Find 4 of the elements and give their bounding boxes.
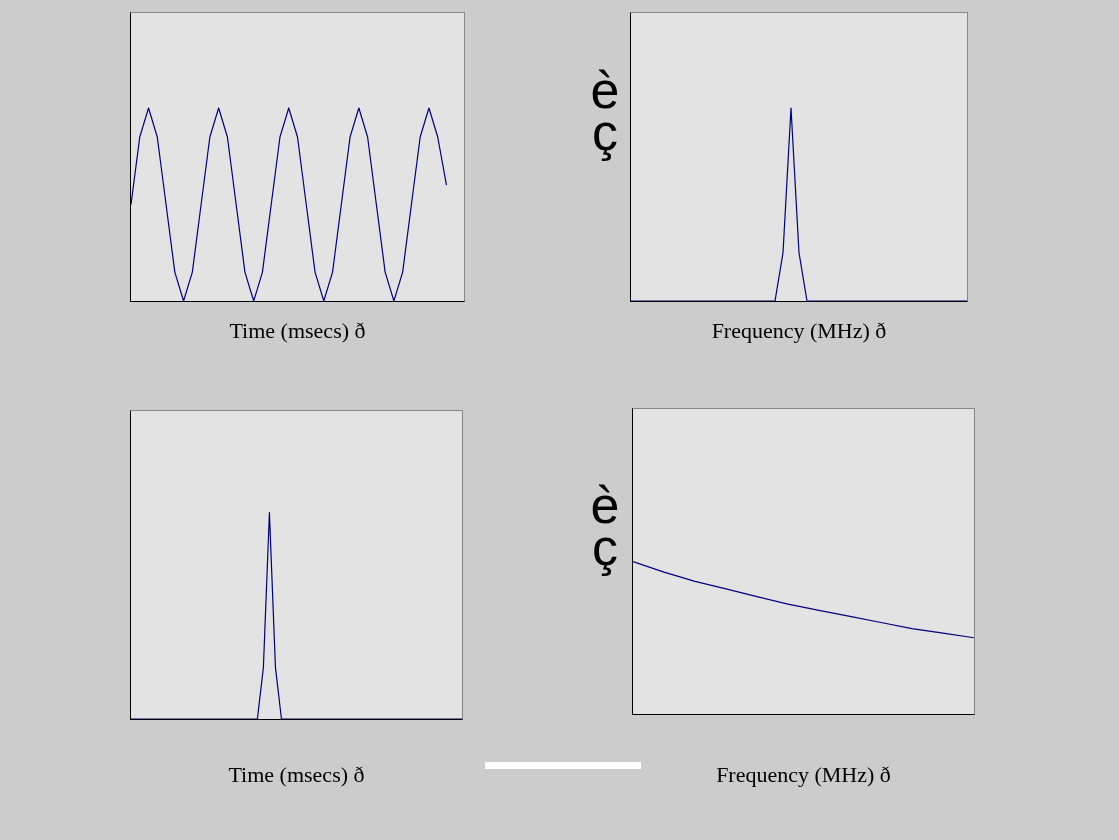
x-axis-title: Time (msecs) ð — [228, 318, 367, 344]
x-axis-title: Frequency (MHz) ð — [710, 318, 888, 344]
x-axis-title: Time (msecs) ð — [227, 762, 366, 788]
x-axis-title: Frequency (MHz) ð — [715, 762, 892, 788]
